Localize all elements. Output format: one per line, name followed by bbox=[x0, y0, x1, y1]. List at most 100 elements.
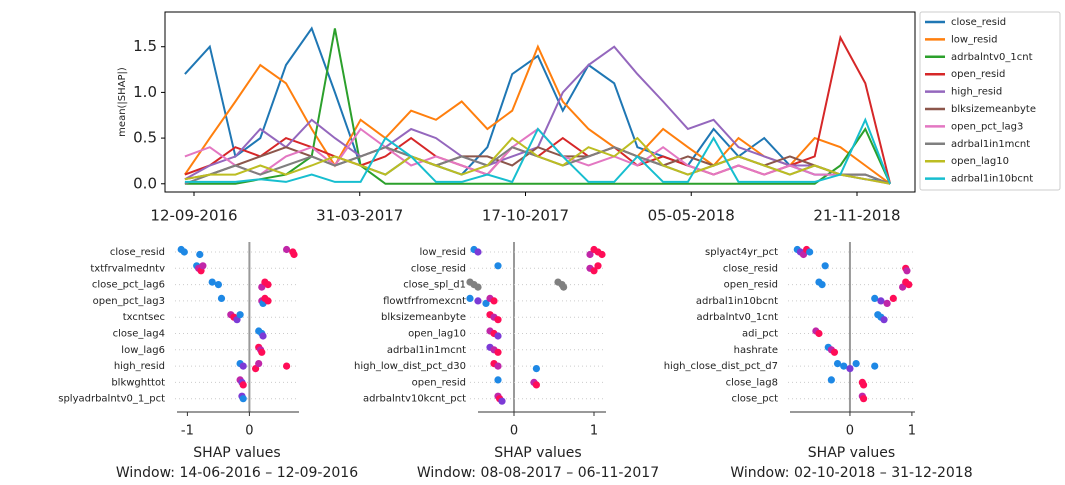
shap-dot bbox=[830, 348, 839, 356]
y-tick-label: 1.0 bbox=[133, 83, 157, 101]
shap-dot bbox=[258, 348, 266, 356]
feature-label: low_lag6 bbox=[121, 345, 165, 356]
shap-dot bbox=[871, 294, 879, 302]
shap-dot bbox=[283, 362, 291, 370]
shap-dot bbox=[180, 248, 188, 256]
feature-label: blksizemeanbyte bbox=[381, 312, 466, 323]
legend-label: adrbalntv0_1cnt bbox=[951, 52, 1033, 63]
x-tick-label: 0 bbox=[846, 424, 854, 439]
shap-dot bbox=[877, 297, 885, 305]
plot-frame bbox=[164, 11, 916, 193]
y-axis-label: mean(|SHAP|) bbox=[117, 67, 128, 137]
feature-label: close_resid bbox=[723, 263, 778, 274]
shap-dot bbox=[494, 376, 502, 384]
shap-dot bbox=[859, 395, 868, 403]
feature-label: high_low_dist_pct_d30 bbox=[354, 361, 466, 372]
legend-label: adrbal1in10bcnt bbox=[951, 174, 1033, 185]
shap-dot bbox=[590, 267, 598, 275]
legend-label: open_lag10 bbox=[951, 156, 1009, 167]
feature-label: flowtfrfromexcnt bbox=[383, 296, 466, 307]
shap-dot bbox=[871, 362, 879, 370]
shap-dot bbox=[859, 381, 868, 389]
feature-label: hashrate bbox=[734, 345, 778, 356]
shap-dot bbox=[264, 281, 272, 289]
shap-dot bbox=[482, 299, 490, 307]
feature-label: close_pct bbox=[731, 394, 778, 405]
x-axis-label: SHAP values bbox=[494, 445, 581, 461]
shap-dot bbox=[239, 362, 247, 370]
feature-label: open_pct_lag3 bbox=[93, 296, 165, 307]
shap-dot bbox=[883, 299, 891, 307]
x-tick-label: 31-03-2017 bbox=[316, 207, 403, 225]
shap-dot bbox=[199, 262, 207, 270]
shap-dot bbox=[217, 294, 226, 302]
window-label: Window: 02-10-2018 – 31-12-2018 bbox=[730, 465, 972, 481]
shap-dot bbox=[840, 362, 848, 370]
shap-dot bbox=[214, 281, 222, 289]
shap-dot bbox=[255, 360, 263, 368]
shap-dot bbox=[532, 381, 541, 389]
x-tick-label: 1 bbox=[590, 424, 598, 439]
y-tick-label: 0.5 bbox=[133, 129, 157, 147]
shap-dot bbox=[474, 283, 482, 291]
shap-dot bbox=[903, 267, 911, 275]
x-axis-label: SHAP values bbox=[193, 445, 280, 461]
feature-label: open_resid bbox=[724, 280, 778, 291]
feature-label: splyadrbalntv0_1_pct bbox=[58, 394, 165, 405]
x-tick-label: 1 bbox=[908, 424, 916, 439]
legend-label: open_resid bbox=[951, 69, 1005, 80]
x-tick-label: 21-11-2018 bbox=[813, 207, 900, 225]
shap-dot bbox=[239, 381, 247, 389]
x-tick-label: -1 bbox=[181, 424, 194, 439]
feature-label: adrbal1in10bcnt bbox=[696, 296, 778, 307]
shap-dot bbox=[236, 311, 244, 319]
shap-dot bbox=[494, 348, 502, 356]
feature-label: splyact4yr_pct bbox=[705, 247, 778, 258]
shap-dot bbox=[815, 329, 823, 338]
x-tick-label: 0 bbox=[510, 424, 518, 439]
feature-label: high_resid bbox=[114, 361, 165, 372]
feature-label: close_pct_lag6 bbox=[92, 280, 165, 291]
shap-dot bbox=[880, 316, 888, 324]
shap-dot bbox=[498, 397, 506, 405]
x-tick-label: 17-10-2017 bbox=[482, 207, 569, 225]
feature-label: open_lag10 bbox=[408, 329, 466, 340]
y-tick-label: 0.0 bbox=[133, 174, 157, 192]
shap-dot bbox=[598, 250, 606, 259]
shap-dot bbox=[494, 316, 502, 324]
shap-dot bbox=[806, 248, 814, 256]
shap-dot bbox=[474, 248, 482, 256]
legend-label: open_pct_lag3 bbox=[951, 121, 1023, 132]
shap-dot bbox=[490, 297, 498, 305]
series-line bbox=[184, 146, 891, 185]
feature-label: adi_pct bbox=[742, 329, 778, 340]
feature-label: close_lag8 bbox=[726, 377, 778, 388]
shap-dot bbox=[494, 332, 502, 340]
shap-dot bbox=[259, 332, 267, 340]
feature-label: adrbalntv0_1cnt bbox=[697, 312, 779, 323]
series-line bbox=[184, 117, 892, 185]
shap-dot bbox=[560, 283, 568, 291]
shap-dot bbox=[827, 376, 835, 384]
x-tick-label: 05-05-2018 bbox=[648, 207, 735, 225]
shap-dot bbox=[532, 365, 541, 373]
feature-label: close_lag4 bbox=[113, 329, 165, 340]
feature-label: close_resid bbox=[411, 263, 466, 274]
feature-label: low_resid bbox=[420, 247, 466, 258]
feature-label: high_close_dist_pct_d7 bbox=[664, 361, 778, 372]
shap-dot bbox=[208, 278, 216, 286]
shap-dot bbox=[846, 365, 854, 373]
shap-dot bbox=[821, 262, 829, 270]
shap-dot bbox=[466, 294, 474, 302]
feature-label: txcntsec bbox=[123, 312, 165, 323]
legend-label: blksizemeanbyte bbox=[951, 104, 1036, 115]
shap-dot bbox=[264, 297, 272, 305]
shap-dot bbox=[889, 294, 897, 302]
feature-label: close_resid bbox=[110, 247, 165, 258]
window-label: Window: 08-08-2017 – 06-11-2017 bbox=[417, 465, 659, 481]
x-tick-label: 12-09-2016 bbox=[150, 207, 237, 225]
series-line bbox=[184, 136, 891, 185]
feature-label: txtfrvalmedntv bbox=[90, 263, 165, 274]
shap-dot bbox=[474, 297, 482, 305]
